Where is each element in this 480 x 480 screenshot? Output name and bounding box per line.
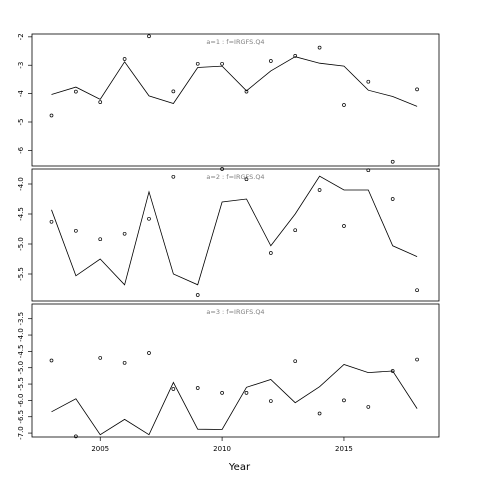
x-tick-label: 2005 [91,445,109,453]
observed-point [268,399,273,403]
observed-point [244,177,249,182]
observed-point [122,231,127,236]
observed-point [366,405,371,409]
observed-point [122,57,127,61]
observed-point [220,391,224,395]
y-tick-label: -5 [17,119,25,126]
observed-point [171,89,176,94]
y-tick-label: -5.0 [17,237,25,251]
panel-frame [31,168,440,302]
panel-label: a=2 : f=IRGFS.Q4 [206,173,264,181]
observed-point [390,369,395,373]
observed-point [195,61,200,66]
panel-1: -2 -3 -4 -5 -6 a=1 : f=IRGFS.Q4 [17,33,440,167]
observed-point [342,224,346,228]
y-tick-label: -7.0 [17,426,25,440]
observed-point [268,59,273,63]
fitted-line [51,56,418,107]
observed-point [220,61,224,66]
observed-point [317,45,322,50]
observed-point [74,89,78,94]
x-tick-label: 2015 [335,445,353,453]
panel-frame [31,303,440,438]
y-tick-label: -3 [17,62,25,69]
y-tick-label: -4.5 [17,207,25,221]
panel-label: a=1 : f=IRGFS.Q4 [206,38,264,46]
y-tick-label: -4.5 [17,345,25,359]
y-tick-label: -4.0 [17,177,25,191]
y-tick-label: -3.5 [17,312,25,326]
observed-point [268,251,273,255]
observed-point [415,357,419,362]
observed-point [415,288,419,293]
observed-point [293,228,298,233]
observed-point [317,411,322,416]
observed-point [342,398,346,403]
panel-frame [31,33,440,167]
observed-point [49,113,54,118]
observed-point [195,386,200,390]
panel-3: -3.5 -4.0 -4.5 -5.0 -5.5 -6.0 -6.5 -7.0 a=3 : f=… [17,303,440,453]
y-tick-label: -5.5 [17,377,25,391]
y-tick-label: -5.5 [17,267,25,281]
observed-point [74,228,78,233]
y-tick-label: -4.0 [17,328,25,342]
observed-point [147,351,151,355]
observed-point [415,87,419,92]
observed-point [147,34,151,39]
panel-2: -4.0 -4.5 -5.0 -5.5 a=2 : f=IRGFS.Q4 [17,167,440,302]
fitted-line [51,175,418,286]
x-tick-label: 2010 [213,445,231,453]
observed-point [49,219,54,224]
observed-point [171,174,176,179]
y-tick-label: -6.5 [17,410,25,424]
observed-point [390,197,395,201]
y-tick-label: -2 [17,33,25,40]
observed-point [98,237,103,242]
observed-point [171,387,176,391]
observed-point [366,79,371,84]
observed-point [244,89,249,94]
observed-point [390,159,395,164]
observed-point [317,188,322,192]
observed-point [342,103,346,107]
y-tick-label: -6.0 [17,394,25,408]
observed-point [366,168,371,173]
observed-point [74,434,78,439]
observed-point [122,360,127,365]
y-tick-label: -5.0 [17,361,25,375]
observed-point [244,391,249,395]
x-axis-label: Year [228,462,251,473]
observed-point [220,167,224,171]
fitted-line [51,364,418,436]
observed-point [195,293,200,297]
y-tick-label: -6 [17,146,25,154]
observed-point [147,216,151,221]
y-tick-label: -4 [17,90,25,98]
observed-point [293,359,298,364]
observed-point [49,358,54,363]
observed-point [98,100,103,104]
panel-label: a=3 : f=IRGFS.Q4 [206,308,264,316]
observed-point [98,356,103,360]
observed-point [293,54,298,58]
